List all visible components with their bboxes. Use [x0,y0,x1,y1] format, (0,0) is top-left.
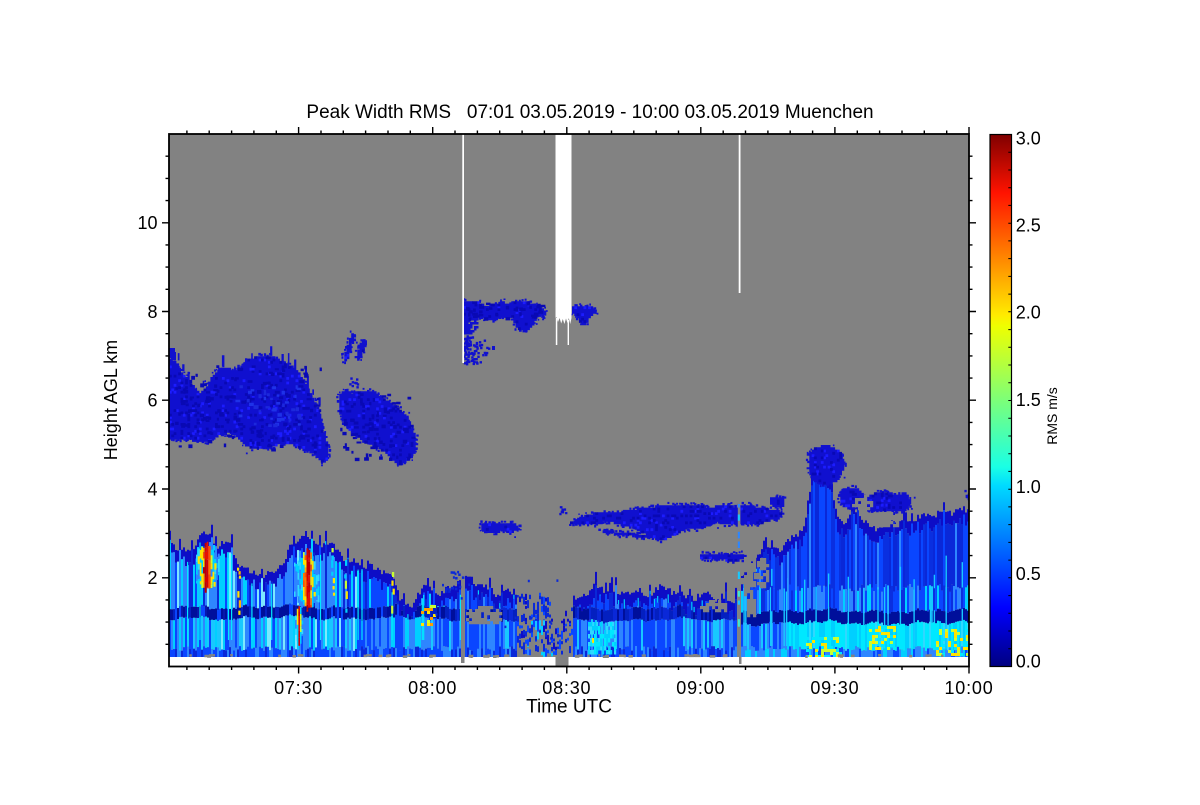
svg-text:08:30: 08:30 [542,678,591,698]
svg-text:Time UTC: Time UTC [526,697,612,718]
svg-text:09:30: 09:30 [810,678,859,698]
svg-text:8: 8 [147,302,157,322]
svg-text:10:00: 10:00 [944,678,993,698]
svg-text:6: 6 [147,391,157,411]
svg-text:07:30: 07:30 [274,678,323,698]
svg-text:2: 2 [147,568,157,588]
svg-text:4: 4 [147,479,157,499]
svg-text:2.5: 2.5 [1016,216,1041,236]
svg-text:3.0: 3.0 [1016,128,1041,148]
svg-text:RMS m/s: RMS m/s [1044,387,1060,445]
svg-text:1.0: 1.0 [1016,477,1041,497]
svg-text:Height AGL km: Height AGL km [101,340,121,460]
svg-text:08:00: 08:00 [408,678,457,698]
svg-text:0.5: 0.5 [1016,564,1041,584]
svg-text:Peak Width RMS 07:01 03.05.2: Peak Width RMS 07:01 03.05.2019 - 10:00 … [306,102,873,123]
svg-text:10: 10 [137,213,157,233]
svg-text:09:00: 09:00 [676,678,725,698]
svg-text:0.0: 0.0 [1016,651,1041,671]
svg-text:1.5: 1.5 [1016,390,1041,410]
svg-text:2.0: 2.0 [1016,303,1041,323]
